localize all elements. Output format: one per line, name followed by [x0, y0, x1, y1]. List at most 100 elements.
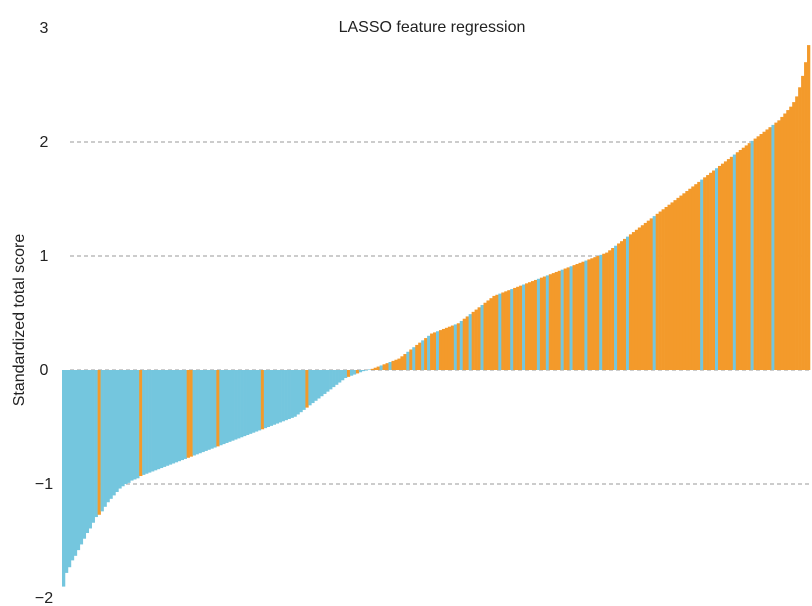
bar	[563, 268, 567, 370]
bar	[168, 370, 173, 465]
bar	[560, 269, 564, 370]
bar	[688, 188, 692, 370]
bar	[599, 254, 603, 370]
y-tick-label: −2	[35, 590, 53, 606]
bar	[183, 370, 187, 459]
bar	[649, 218, 653, 370]
bar	[765, 129, 769, 370]
bar	[400, 356, 404, 370]
bar	[807, 45, 811, 370]
bar	[528, 282, 532, 370]
bar	[741, 147, 745, 370]
bar	[118, 370, 122, 489]
bar	[676, 197, 680, 370]
bar	[498, 293, 502, 370]
bar	[225, 370, 229, 443]
bar	[320, 370, 324, 397]
bar	[771, 124, 775, 371]
bar	[201, 370, 205, 453]
bar	[186, 370, 190, 458]
bar	[91, 370, 95, 523]
bar	[67, 370, 72, 568]
bar	[216, 370, 220, 447]
bar	[352, 370, 357, 375]
bar	[605, 252, 609, 370]
bar	[652, 216, 656, 370]
bar	[542, 276, 547, 370]
bar	[723, 161, 728, 370]
bar	[536, 278, 541, 370]
bar	[738, 149, 743, 370]
bar	[620, 241, 624, 370]
bar	[726, 159, 731, 370]
bar	[667, 204, 671, 370]
bar	[409, 349, 413, 370]
bar	[631, 232, 636, 370]
bar	[376, 366, 380, 370]
bar	[177, 370, 182, 462]
bar	[373, 367, 377, 370]
bar	[165, 370, 170, 466]
bar	[729, 156, 734, 370]
bar	[525, 283, 529, 370]
bar	[97, 370, 101, 515]
bar	[332, 370, 336, 388]
bar	[441, 328, 446, 370]
y-tick-label: 0	[40, 362, 49, 379]
bar	[192, 370, 196, 456]
y-tick-label: 1	[40, 248, 49, 265]
bar	[394, 359, 398, 370]
bar	[483, 302, 487, 370]
bar	[326, 370, 330, 392]
bar	[780, 116, 784, 370]
bar	[421, 340, 425, 370]
bar	[210, 370, 214, 449]
bar	[617, 243, 621, 370]
bar	[317, 370, 321, 399]
bar	[566, 267, 570, 370]
bar	[643, 222, 648, 370]
bar	[670, 202, 674, 370]
bar	[329, 370, 333, 390]
bar	[717, 165, 722, 370]
bar	[792, 102, 796, 370]
bar	[367, 369, 371, 370]
y-axis-label: Standardized total score	[11, 234, 28, 407]
bar	[219, 370, 223, 446]
bar	[284, 370, 288, 421]
bar	[275, 370, 279, 424]
bar	[471, 311, 475, 370]
bar	[237, 370, 241, 439]
bar	[510, 289, 514, 370]
bar	[640, 225, 645, 370]
bar	[628, 234, 633, 370]
y-tick-label: 3	[40, 20, 49, 37]
bar	[756, 136, 760, 370]
bar	[246, 370, 250, 435]
bar	[228, 370, 232, 442]
bar	[254, 370, 259, 432]
bars	[62, 45, 811, 587]
bar	[804, 62, 808, 370]
bar	[180, 370, 184, 461]
bar	[213, 370, 217, 448]
bar	[174, 370, 179, 463]
bar	[314, 370, 318, 401]
bar	[346, 370, 351, 377]
bar	[62, 370, 66, 587]
bar	[136, 370, 140, 479]
bar	[703, 177, 707, 370]
bar	[789, 106, 793, 370]
bar	[433, 332, 437, 370]
bar	[587, 259, 591, 370]
bar	[712, 170, 716, 370]
bar	[614, 245, 618, 370]
bar	[106, 370, 110, 503]
bar	[798, 87, 802, 370]
bar	[801, 75, 805, 370]
bar	[744, 145, 748, 370]
bar	[762, 131, 766, 370]
bar	[516, 286, 520, 370]
bar	[403, 354, 407, 370]
bar	[171, 370, 176, 464]
